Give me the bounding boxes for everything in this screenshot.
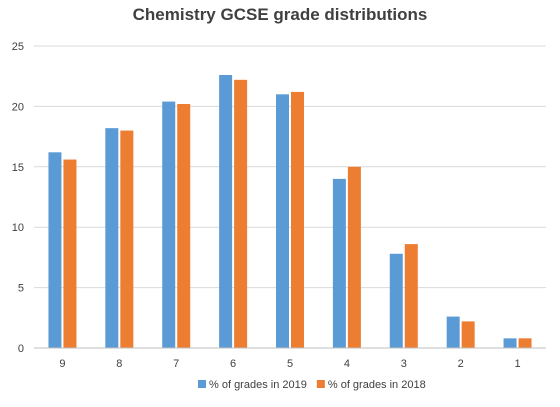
x-tick-label: 7	[173, 358, 179, 370]
bar-series2	[347, 166, 361, 348]
bar-series1	[503, 338, 517, 348]
bar-series1	[219, 74, 233, 348]
y-tick-label: 5	[18, 283, 24, 295]
y-tick-label: 20	[12, 101, 24, 113]
x-tick-label: 6	[230, 358, 236, 370]
y-tick-label: 15	[12, 162, 24, 174]
bar-series2	[291, 91, 304, 349]
bar-series1	[276, 94, 289, 348]
legend-label: % of grades in 2018	[328, 379, 426, 391]
bars	[48, 74, 532, 349]
bar-series1	[48, 152, 62, 348]
legend-label: % of grades in 2019	[209, 379, 307, 391]
x-tick-label: 2	[458, 358, 464, 370]
bar-series2	[63, 159, 77, 348]
bar-series1	[162, 101, 176, 349]
bar-series2	[404, 244, 418, 348]
bar-series2	[120, 130, 134, 348]
x-tick-label: 5	[287, 358, 293, 370]
x-axis: 9 8 7 6 5 4 3 2 1	[34, 347, 546, 370]
y-tick-label: 10	[12, 222, 24, 234]
chart-title: Chemistry GCSE grade distributions	[133, 5, 428, 24]
y-tick-label: 0	[18, 343, 24, 355]
x-tick-label: 4	[344, 358, 350, 370]
gridlines	[34, 45, 546, 289]
bar-series2	[461, 321, 475, 348]
bar-series1	[105, 128, 119, 348]
bar-series2	[177, 103, 191, 348]
legend-swatch	[198, 380, 206, 388]
legend: % of grades in 2019 % of grades in 2018	[198, 379, 426, 391]
x-tick-label: 1	[514, 358, 520, 370]
x-tick-label: 9	[59, 358, 65, 370]
bar-series2	[234, 79, 248, 348]
y-axis: 0 5 10 15 20 25	[12, 41, 24, 355]
bar-series2	[518, 338, 532, 348]
legend-swatch	[316, 380, 325, 388]
x-tick-label: 8	[116, 358, 122, 370]
x-tick-label: 3	[401, 358, 407, 370]
bar-series1	[389, 253, 403, 348]
bar-series1	[446, 316, 460, 348]
bar-series1	[332, 178, 346, 348]
y-tick-label: 25	[12, 41, 24, 53]
